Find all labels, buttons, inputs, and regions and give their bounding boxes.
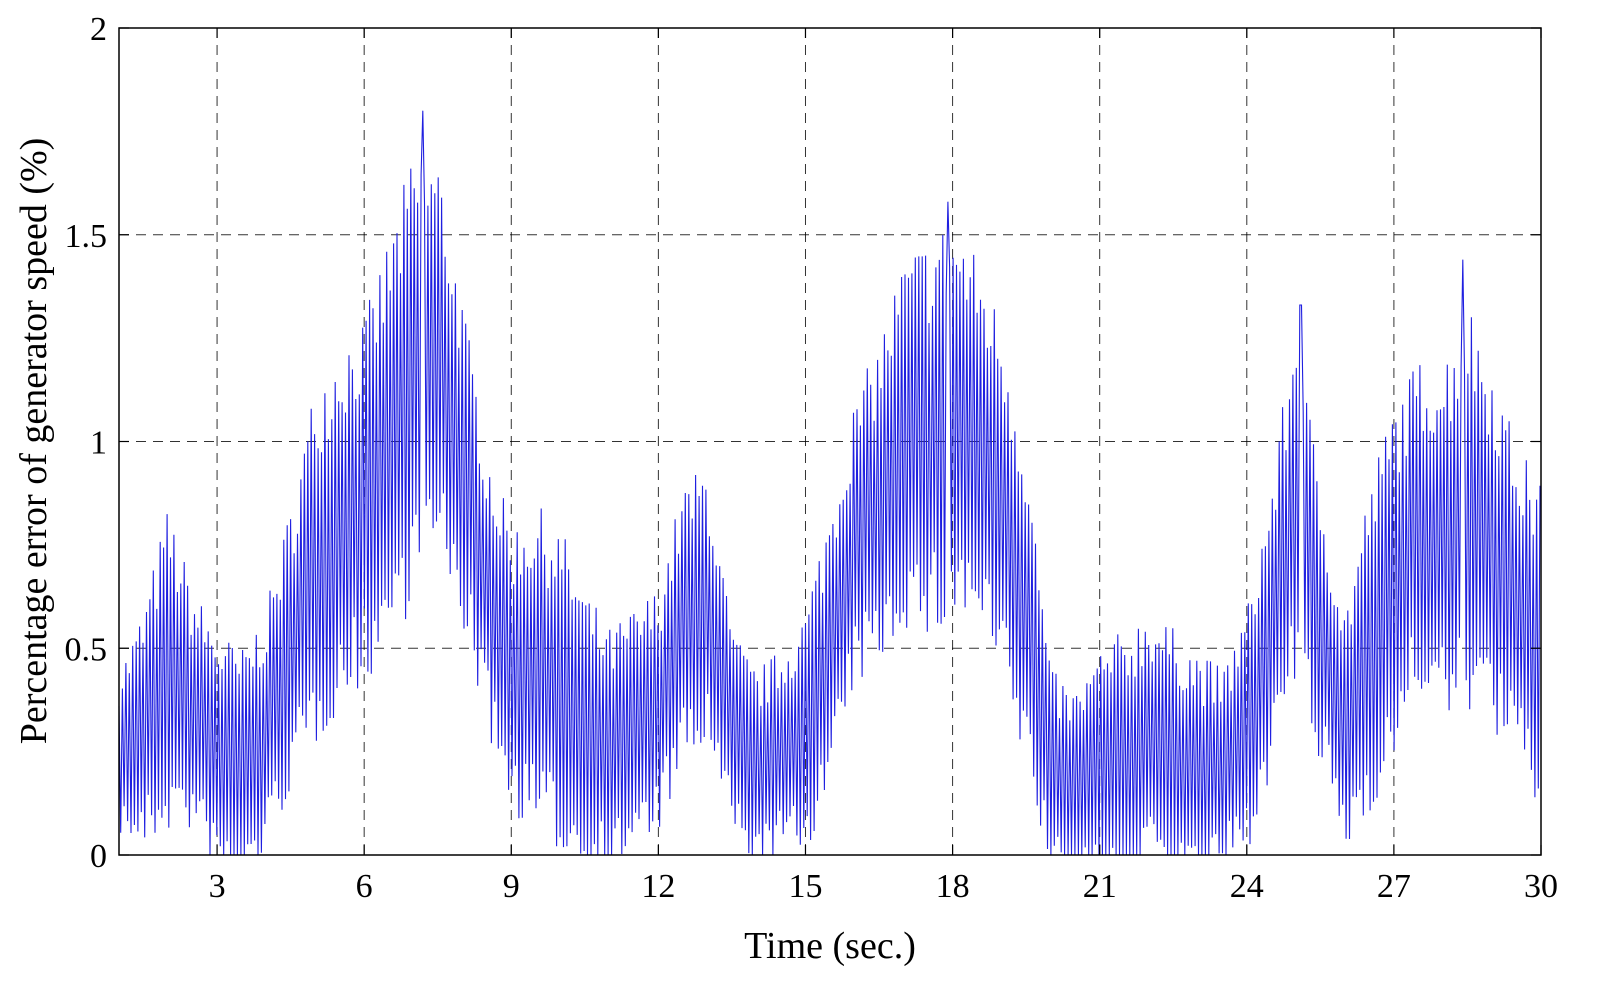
y-tick-label: 0.5 — [65, 631, 108, 668]
x-tick-label: 18 — [936, 868, 970, 905]
x-tick-label: 9 — [503, 868, 520, 905]
x-tick-label: 27 — [1377, 868, 1411, 905]
x-tick-label: 24 — [1230, 868, 1264, 905]
series-line — [118, 110, 1541, 856]
x-tick-labels: 3 6 9 12 15 18 21 24 27 30 — [209, 868, 1558, 905]
x-tick-label: 15 — [788, 868, 822, 905]
y-tick-labels: 0 0.5 1 1.5 2 — [65, 11, 108, 875]
x-tick-label: 21 — [1083, 868, 1117, 905]
y-tick-label: 1.5 — [65, 218, 108, 255]
x-tick-label: 12 — [641, 868, 675, 905]
y-tick-label: 2 — [90, 11, 107, 48]
ticks — [119, 27, 1542, 856]
series-signal — [118, 110, 1541, 856]
x-tick-label: 30 — [1524, 868, 1558, 905]
x-tick-label: 6 — [356, 868, 373, 905]
x-axis-label: Time (sec.) — [744, 925, 916, 967]
y-axis-label: Percentage error of generator speed (%) — [13, 138, 55, 745]
x-tick-label: 3 — [209, 868, 226, 905]
y-tick-label: 1 — [90, 425, 107, 462]
y-tick-label: 0 — [90, 838, 107, 875]
